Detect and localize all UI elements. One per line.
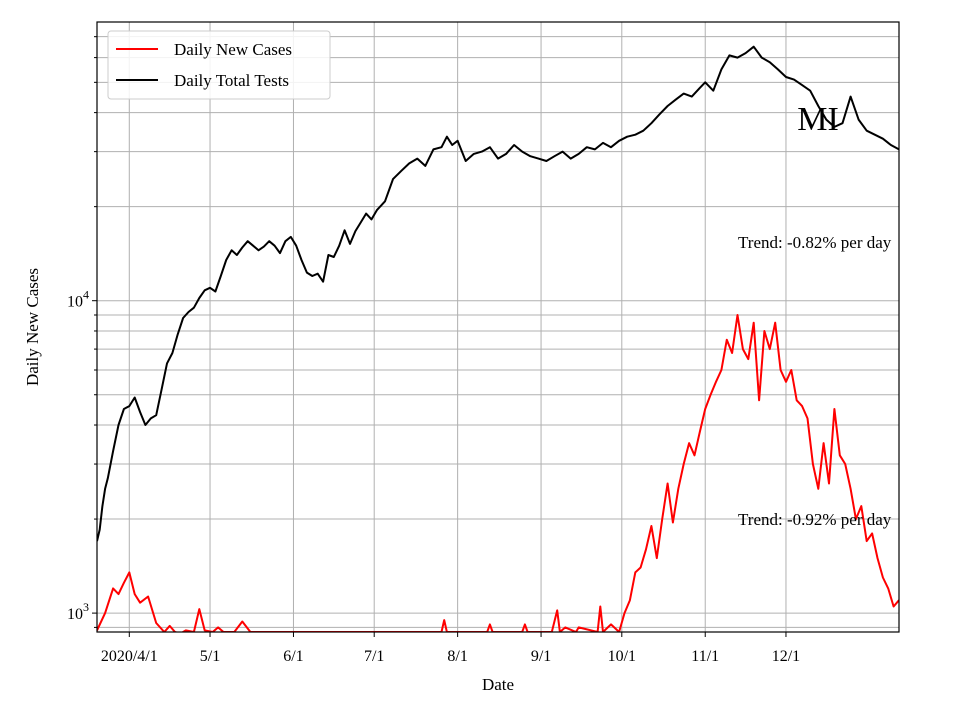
series-line-daily-total-tests — [97, 45, 899, 542]
plot-frame — [96, 21, 900, 633]
x-tick-label: 9/1 — [531, 648, 551, 665]
x-axis-ticks: 2020/4/1 5/1 6/1 7/1 8/1 9/1 10/1 11/1 12/1 — [101, 632, 800, 665]
x-tick-label: 11/1 — [691, 648, 719, 665]
y-tick-label: 104 — [67, 288, 89, 311]
y-axis-ticks: 103 104 — [67, 36, 97, 628]
state-label: MI — [797, 101, 839, 138]
plot-series-group — [97, 45, 899, 632]
trend-annotation-cases: Trend: -0.92% per day — [738, 510, 892, 529]
legend: Daily New Cases Daily Total Tests — [107, 30, 331, 100]
x-tick-label: 2020/4/1 — [101, 648, 158, 665]
y-axis-label: Daily New Cases — [23, 268, 42, 386]
legend-label-daily-total-tests: Daily Total Tests — [174, 71, 289, 90]
x-axis-label: Date — [482, 675, 514, 694]
x-tick-label: 10/1 — [608, 648, 636, 665]
x-tick-label: 7/1 — [364, 648, 384, 665]
y-tick-label: 103 — [67, 600, 89, 623]
x-tick-label: 8/1 — [447, 648, 467, 665]
series-line-daily-new-cases — [97, 314, 899, 632]
legend-label-daily-new-cases: Daily New Cases — [174, 40, 292, 59]
x-tick-label: 12/1 — [772, 648, 800, 665]
x-tick-label: 5/1 — [200, 648, 220, 665]
x-tick-label: 6/1 — [283, 648, 303, 665]
trend-annotation-tests: Trend: -0.82% per day — [738, 233, 892, 252]
legend-box — [107, 30, 331, 100]
grid-lines — [97, 22, 899, 632]
